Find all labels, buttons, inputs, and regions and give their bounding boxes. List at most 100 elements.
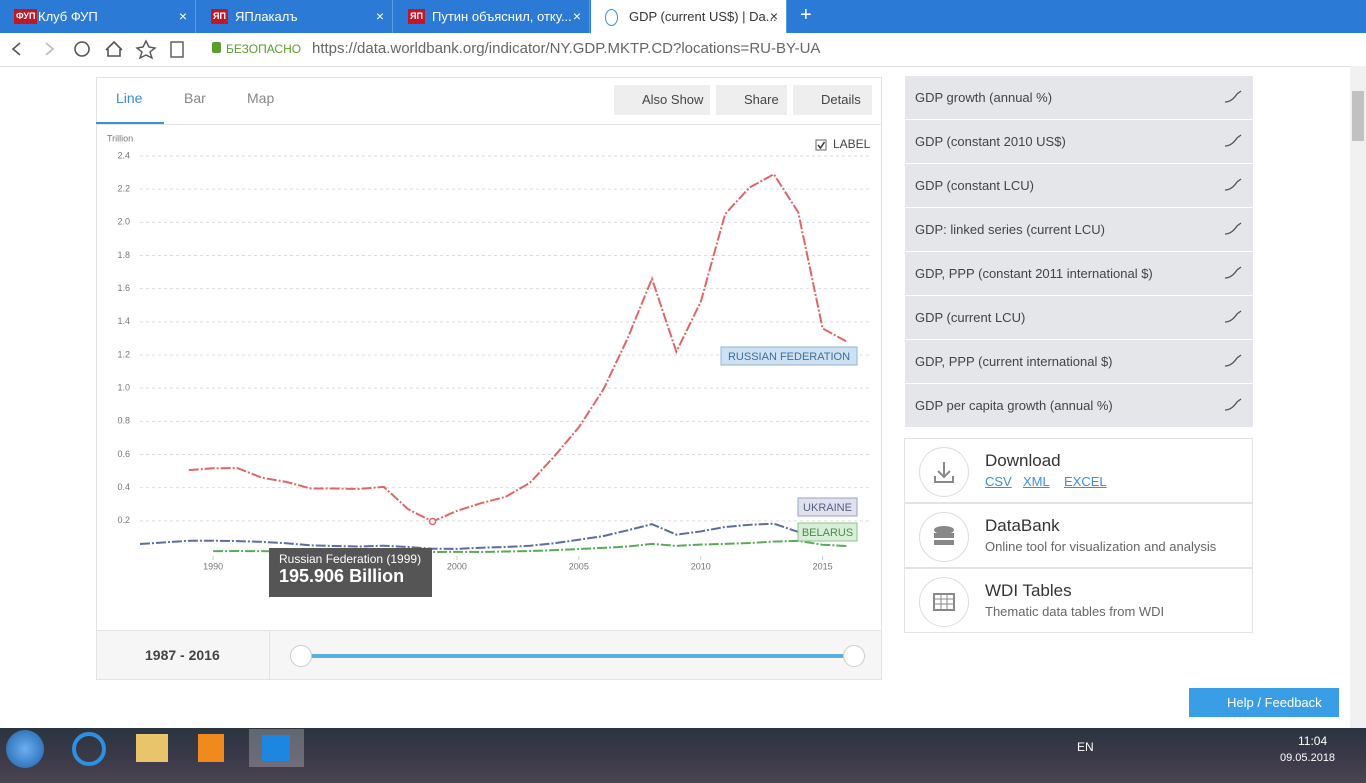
tab-title: Путин объяснил, отку... [432,9,572,24]
media-icon[interactable] [198,734,224,762]
x-tick-label: 2015 [813,561,833,571]
also-show-button[interactable]: Also Show [614,85,710,115]
related-indicator[interactable]: GDP per capita growth (annual %) [905,384,1253,427]
x-tick-label: 2010 [691,561,711,571]
series-label[interactable]: RUSSIAN FEDERATION [720,346,858,366]
series-label-text: BELARUS [802,527,853,539]
series-line [188,172,848,523]
related-indicator[interactable]: GDP, PPP (constant 2011 international $) [905,252,1253,295]
y-tick-label: 1.6 [117,283,130,293]
indicator-icon [1224,310,1242,323]
clock-date[interactable]: 09.05.2018 [1280,752,1336,764]
related-indicator[interactable]: GDP (constant 2010 US$) [905,120,1253,163]
related-indicator[interactable]: GDP growth (annual %) [905,76,1253,119]
series-label-text: RUSSIAN FEDERATION [728,351,850,363]
related-indicator[interactable]: GDP (constant LCU) [905,164,1253,207]
scrollbar[interactable] [1350,66,1366,728]
range-divider [269,631,270,679]
indicator-icon [1224,354,1242,367]
view-tab[interactable]: Bar [184,90,206,106]
label-toggle[interactable]: LABEL [833,137,871,151]
active-tab-underline [96,122,164,124]
language[interactable]: EN [1077,740,1094,754]
series-label-box [720,346,858,366]
wdi-icon [919,577,969,627]
indicator-icon [1224,222,1242,235]
series-label[interactable]: BELARUS [797,522,858,542]
series-label-text: UKRAINE [803,502,852,514]
tab-close[interactable]: × [769,8,778,24]
y-tick-label: 0.4 [117,482,130,492]
browser-task[interactable] [249,729,304,767]
tab-bar: ФУП Клуб ФУП × ЯП ЯПлакалъ × ЯП Путин объяснил,… [0,0,1366,33]
ie-icon[interactable] [72,732,106,766]
tab-close[interactable]: × [178,8,187,24]
browser-tab[interactable]: ЯП Путин объяснил, отку... × [394,0,590,33]
view-tab[interactable]: Line [116,90,143,106]
range-label: 1987 - 2016 [145,647,220,663]
tooltip-value: 195.906 Billion [279,566,405,586]
address-bar [0,33,1366,67]
x-tick-label: 2000 [447,561,467,571]
tab-title: Клуб ФУП [38,9,98,24]
indicator-icon [1224,90,1242,103]
icon-line [1224,222,1242,235]
related-indicator[interactable]: GDP (current LCU) [905,296,1253,339]
series-label-box [797,497,858,517]
label-checkbox[interactable] [815,139,827,151]
icon-line [1224,90,1242,103]
help-button[interactable]: Help / Feedback [1189,688,1339,717]
url[interactable]: https://data.worldbank.org/indicator/NY.… [312,40,821,57]
tab-badge: ФУП [14,9,38,24]
tab-close[interactable]: × [572,8,581,24]
details-button[interactable]: Details [793,85,872,115]
y-tick-label: 2.4 [117,150,130,160]
indicator-icon [1224,266,1242,279]
format-link[interactable]: XML [1023,474,1050,489]
y-tick-label: 2.2 [117,184,130,194]
related-indicator[interactable]: GDP, PPP (current international $) [905,340,1253,383]
download-title: Download [985,451,1061,470]
browser-tab[interactable]: ЯП ЯПлакалъ × [197,0,393,33]
browser-tab[interactable]: ФУП Клуб ФУП × [0,0,196,33]
explorer-icon[interactable] [136,734,168,762]
format-link[interactable]: EXCEL [1064,474,1107,489]
share-button[interactable]: Share [716,85,787,115]
y-tick-label: 0.8 [117,416,130,426]
lock-icon [212,42,221,53]
y-tick-label: 2.0 [117,217,130,227]
tab-title: ЯПлакалъ [235,9,298,24]
icon-line [1224,310,1242,323]
checkmark [817,141,826,150]
new-tab[interactable]: + [800,4,812,26]
tab-badge: ЯП [211,9,228,24]
x-tick-label: 2005 [569,561,589,571]
range-bar: 1987 - 2016 [96,630,882,680]
icon-line [1224,354,1242,367]
range-handle[interactable] [290,645,312,667]
tooltip: Russian Federation (1999) 195.906 Billio… [269,548,432,597]
nav-icons [11,39,184,60]
series-label[interactable]: UKRAINE [797,497,858,517]
related-indicator[interactable]: GDP: linked series (current LCU) [905,208,1253,251]
wdi-title: WDI Tables [985,581,1072,600]
indicator-icon [1224,398,1242,411]
icon-line [1224,266,1242,279]
databank-box[interactable]: DataBank Online tool for visualization a… [904,503,1253,568]
databank-subtitle: Online tool for visualization and analys… [985,539,1217,554]
tab-close[interactable]: × [375,8,384,24]
series-line [139,522,848,550]
browser-tab[interactable]: GDP (current US$) | Da... × [591,0,787,33]
download-box: Download CSV XML EXCEL [904,438,1253,503]
y-axis-label: Trillion [107,133,133,143]
format-link[interactable]: CSV [985,474,1012,489]
range-handle[interactable] [843,645,865,667]
start-button[interactable] [6,730,44,768]
y-tick-label: 1.0 [117,383,130,393]
chart: Trillion LABEL 0.2 0.4 0.6 0.8 1.0 1.2 1.4 1.6 1… [107,133,872,571]
view-tab[interactable]: Map [247,90,275,106]
wdi-box[interactable]: WDI Tables Thematic data tables from WDI [904,568,1253,633]
clock-time[interactable]: 11:04 [1298,734,1328,748]
